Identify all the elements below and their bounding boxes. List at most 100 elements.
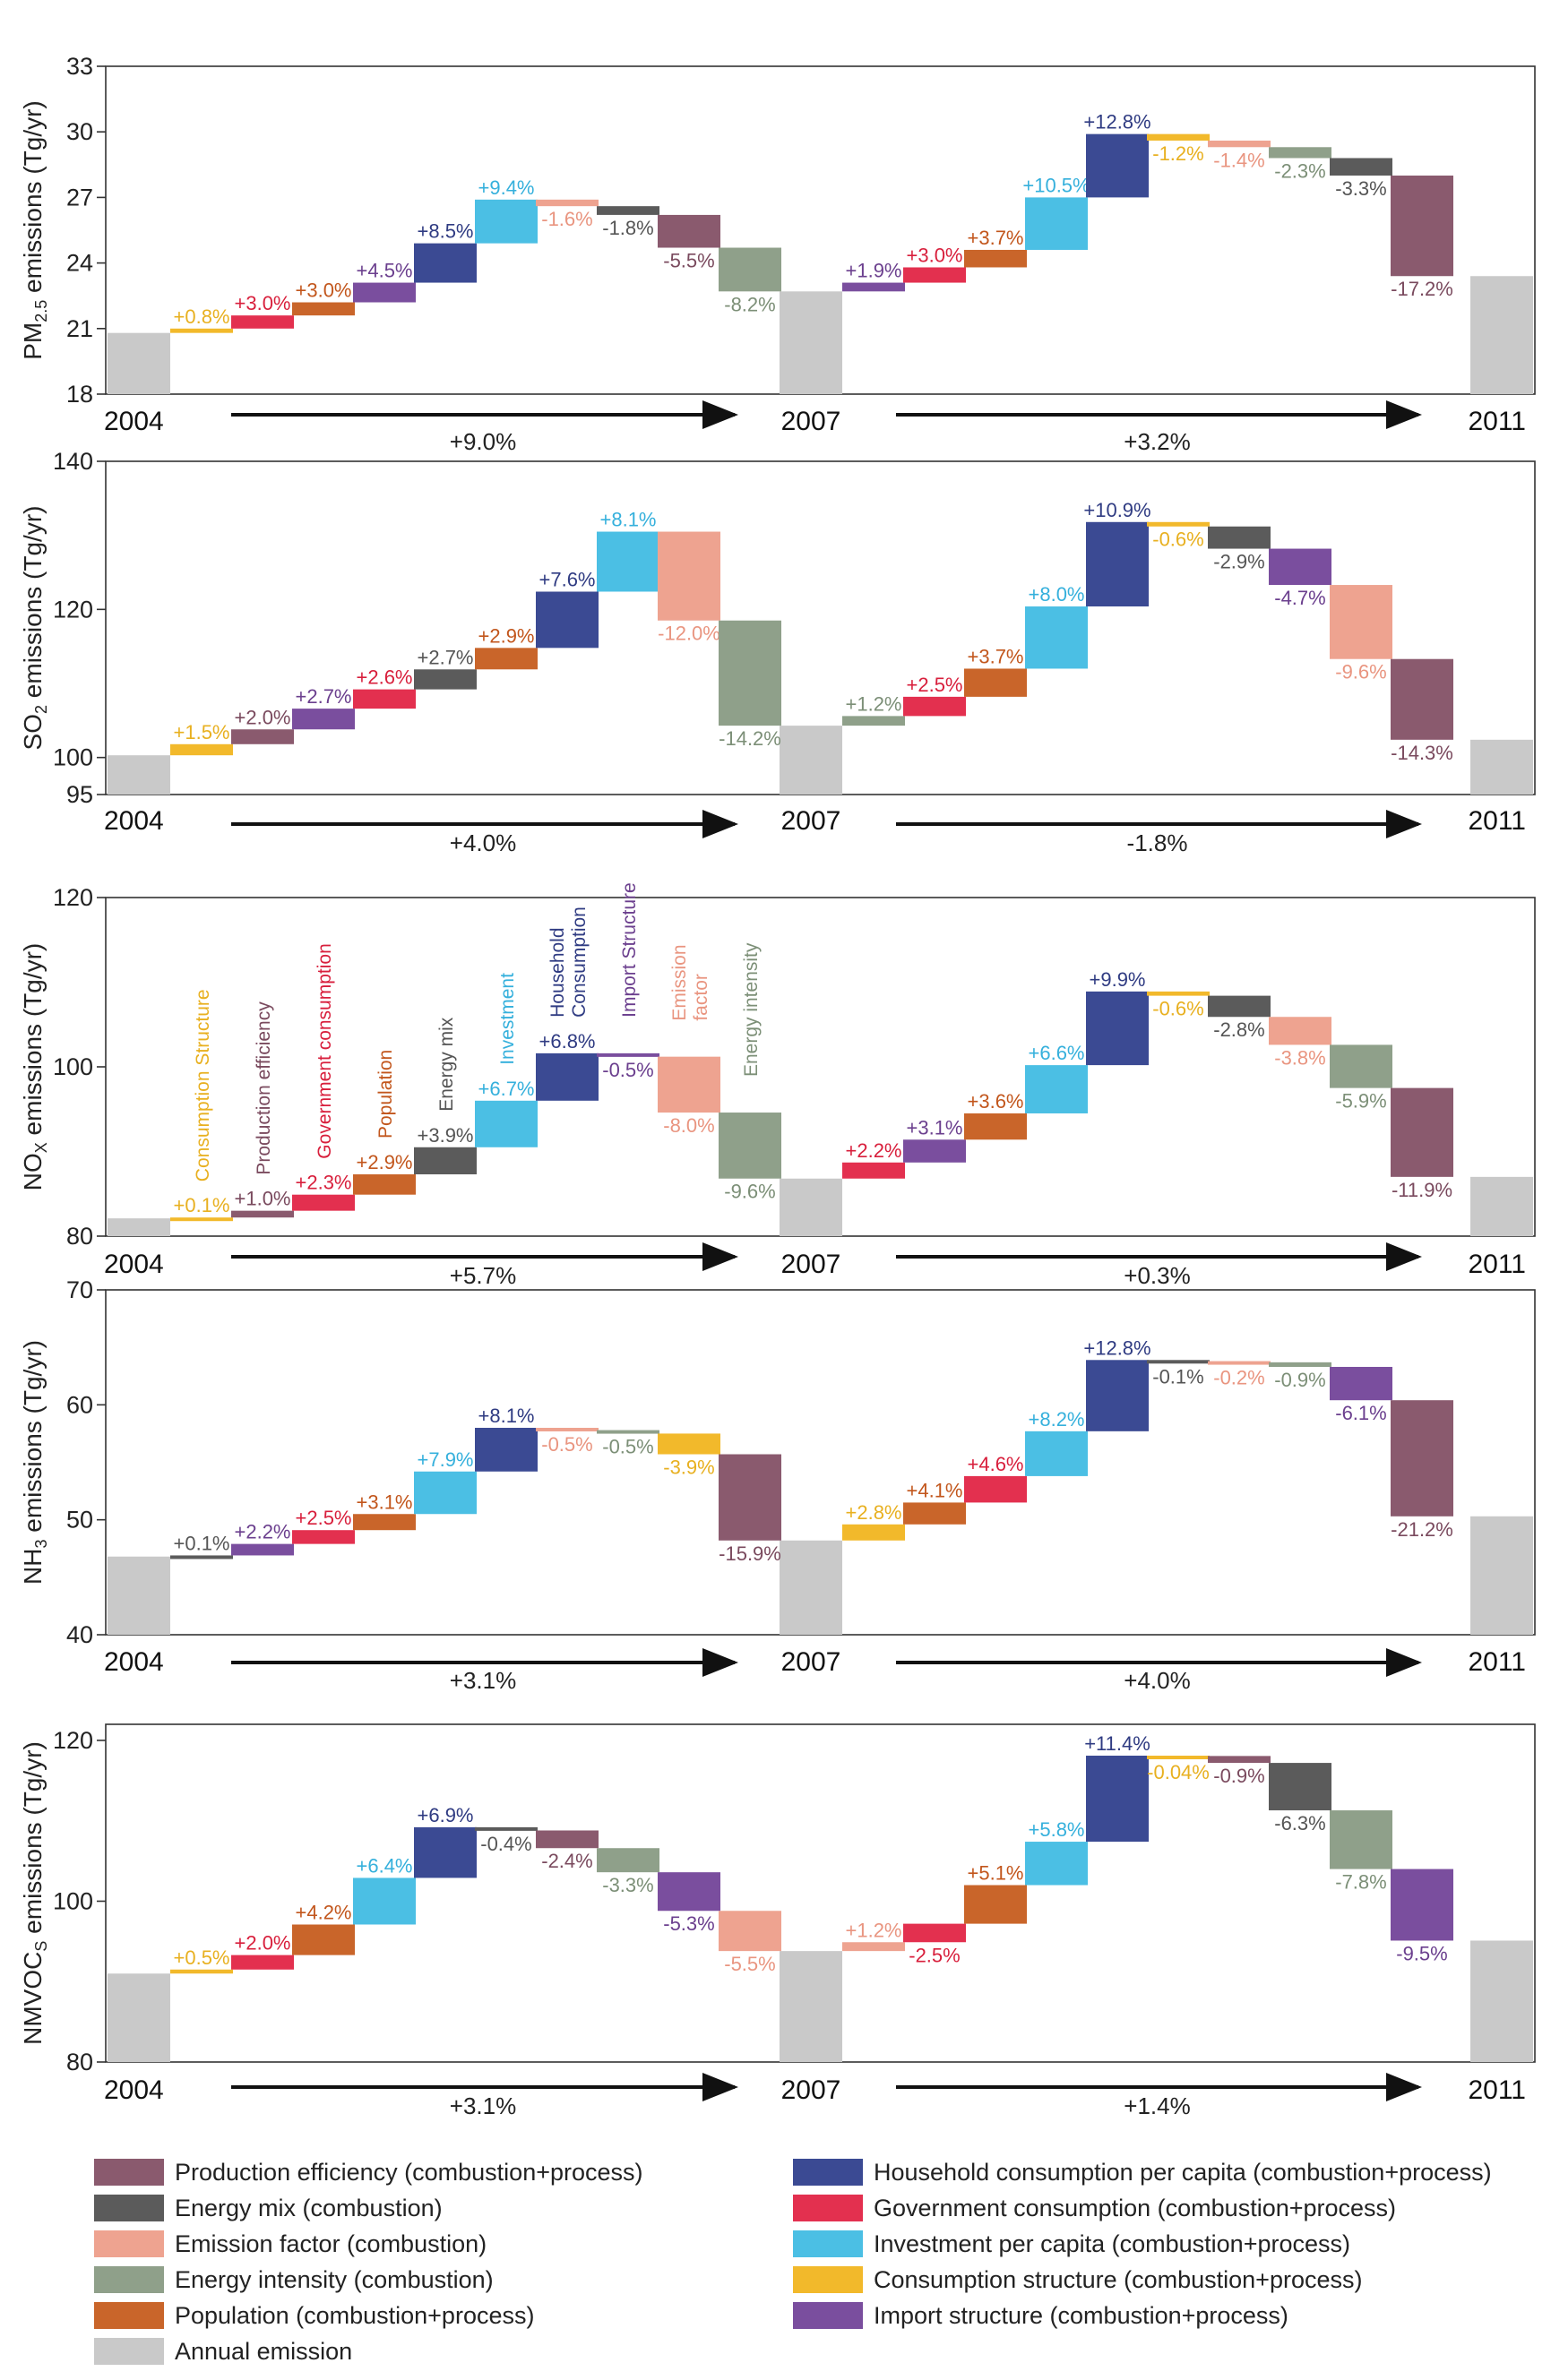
data-label: -5.5%	[724, 1953, 775, 1975]
data-label: +6.7%	[478, 1078, 535, 1100]
bar-energy-intensity	[597, 1430, 659, 1434]
data-label: -0.9%	[1274, 1369, 1325, 1391]
bar-investment	[414, 1471, 477, 1515]
data-label: -1.2%	[1152, 142, 1203, 165]
data-label: -5.3%	[663, 1912, 714, 1935]
bar-household	[414, 243, 477, 283]
bar-production-efficiency	[1391, 1087, 1453, 1177]
factor-name-label: Import Structure	[619, 882, 640, 1018]
y-tick-label: 80	[66, 2049, 93, 2075]
bar-production-efficiency	[1208, 1756, 1271, 1764]
bar-import-structure	[353, 282, 416, 303]
factor-name-label: Government consumption	[315, 943, 335, 1158]
bar-household	[475, 1428, 538, 1472]
bar-energy-mix	[1208, 526, 1271, 549]
data-label: +6.9%	[418, 1804, 474, 1826]
y-tick-label: 100	[53, 744, 93, 771]
data-label: -5.5%	[663, 250, 714, 272]
annual-emission-bar-2007	[780, 1951, 842, 2062]
data-label: -8.2%	[724, 293, 775, 315]
bar-consumption-structure	[842, 1524, 905, 1541]
annual-emission-bar-2004	[108, 1556, 170, 1635]
data-label: +6.4%	[357, 1854, 413, 1877]
year-label-2007: 2007	[781, 1250, 841, 1279]
period-change-label: +4.0%	[450, 829, 516, 856]
data-label: +5.1%	[968, 1862, 1024, 1885]
data-label: +2.2%	[235, 1521, 291, 1543]
data-label: +10.9%	[1083, 499, 1150, 521]
data-label: +2.5%	[296, 1507, 352, 1529]
bar-household	[536, 1053, 599, 1101]
year-label-2004: 2004	[104, 1647, 164, 1677]
data-label: +6.8%	[539, 1030, 596, 1053]
data-label: +6.6%	[1029, 1042, 1085, 1064]
legend-swatch	[793, 2266, 863, 2293]
bar-household	[1086, 521, 1149, 607]
data-label: +7.6%	[539, 568, 596, 590]
data-label: +2.2%	[846, 1139, 902, 1162]
data-label: -3.3%	[1335, 177, 1386, 200]
data-label: +2.3%	[296, 1172, 352, 1194]
data-label: -14.2%	[719, 727, 781, 750]
bar-energy-intensity	[1269, 1362, 1331, 1367]
annual-emission-bar-2004	[108, 1218, 170, 1236]
legend-item-energy-mix: Energy mix (combustion)	[94, 2193, 443, 2223]
data-label: -1.6%	[541, 208, 592, 230]
period-change-label: +3.2%	[1124, 428, 1190, 455]
data-label: +7.9%	[418, 1448, 474, 1471]
data-label: +3.0%	[296, 279, 352, 302]
legend-swatch	[793, 2195, 863, 2221]
bar-government	[353, 689, 416, 709]
bar-household	[1086, 1360, 1149, 1431]
y-tick-label: 50	[66, 1507, 93, 1534]
bar-emission-factor	[1269, 1017, 1331, 1045]
data-label: -9.5%	[1396, 1942, 1447, 1964]
bar-energy-mix	[1208, 995, 1271, 1018]
period-change-label: +0.3%	[1124, 1262, 1190, 1289]
bar-emission-factor	[658, 531, 720, 621]
data-label: +3.0%	[235, 292, 291, 314]
y-tick-label: 120	[53, 884, 93, 911]
y-tick-label: 95	[66, 781, 93, 808]
data-label: +1.5%	[174, 721, 230, 743]
data-label: +2.6%	[357, 666, 413, 689]
data-label: +2.5%	[907, 674, 963, 696]
legend-label: Population (combustion+process)	[175, 2301, 535, 2329]
bar-import-structure	[1330, 1366, 1392, 1401]
data-label: -15.9%	[719, 1542, 781, 1565]
legend-label: Production efficiency (combustion+proces…	[175, 2158, 643, 2186]
data-label: -0.04%	[1147, 1761, 1210, 1783]
factor-name-label: Consumption Structure	[193, 989, 213, 1181]
data-label: +10.5%	[1022, 174, 1090, 196]
legend-item-household: Household consumption per capita (combus…	[793, 2157, 1492, 2187]
legend-label: Household consumption per capita (combus…	[874, 2158, 1492, 2186]
data-label: +2.7%	[418, 646, 474, 668]
bar-energy-intensity	[719, 1113, 781, 1179]
legend-label: Investment per capita (combustion+proces…	[874, 2230, 1350, 2257]
bar-government	[231, 315, 294, 329]
bar-investment	[353, 1877, 416, 1925]
legend-swatch	[793, 2302, 863, 2329]
bar-import-structure	[597, 1053, 659, 1057]
legend-label: Consumption structure (combustion+proces…	[874, 2265, 1363, 2293]
data-label: -0.6%	[1152, 528, 1203, 551]
data-label: +3.7%	[968, 227, 1024, 249]
bar-production-efficiency	[231, 1210, 294, 1218]
bar-energy-intensity	[1330, 1810, 1392, 1869]
bar-emission-factor	[719, 1911, 781, 1952]
y-axis-label: SO2 emissions (Tg/yr)	[19, 506, 50, 751]
bar-production-efficiency	[1391, 176, 1453, 277]
year-label-2004: 2004	[104, 2075, 164, 2105]
bar-population	[292, 1924, 355, 1955]
year-label-2007: 2007	[781, 2075, 841, 2105]
bar-household	[1086, 1756, 1149, 1843]
data-label: +1.2%	[846, 692, 902, 715]
bar-production-efficiency	[231, 729, 294, 744]
y-tick-label: 30	[66, 118, 93, 145]
annual-emission-bar-2007	[780, 726, 842, 795]
data-label: -17.2%	[1391, 278, 1453, 300]
bar-production-efficiency	[1391, 658, 1453, 740]
annual-emission-bar-2004	[108, 1973, 170, 2062]
